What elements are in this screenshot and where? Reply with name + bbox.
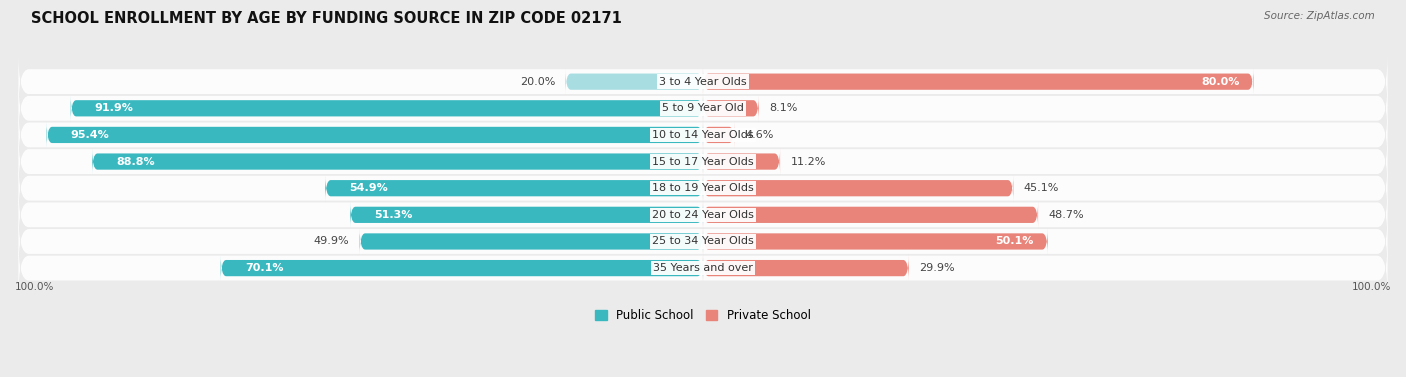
- FancyBboxPatch shape: [703, 255, 908, 281]
- Text: 70.1%: 70.1%: [245, 263, 283, 273]
- FancyBboxPatch shape: [703, 202, 1038, 228]
- Text: 88.8%: 88.8%: [117, 156, 155, 167]
- FancyBboxPatch shape: [703, 69, 1253, 95]
- Text: 100.0%: 100.0%: [1351, 282, 1391, 292]
- Text: 10 to 14 Year Olds: 10 to 14 Year Olds: [652, 130, 754, 140]
- FancyBboxPatch shape: [18, 214, 1388, 269]
- Text: 48.7%: 48.7%: [1049, 210, 1084, 220]
- FancyBboxPatch shape: [18, 241, 1388, 296]
- FancyBboxPatch shape: [703, 95, 759, 121]
- Text: 18 to 19 Year Olds: 18 to 19 Year Olds: [652, 183, 754, 193]
- Text: 45.1%: 45.1%: [1024, 183, 1059, 193]
- FancyBboxPatch shape: [18, 187, 1388, 242]
- Text: 5 to 9 Year Old: 5 to 9 Year Old: [662, 103, 744, 113]
- FancyBboxPatch shape: [18, 54, 1388, 109]
- FancyBboxPatch shape: [325, 175, 703, 201]
- FancyBboxPatch shape: [221, 255, 703, 281]
- FancyBboxPatch shape: [18, 81, 1388, 136]
- Text: 51.3%: 51.3%: [374, 210, 412, 220]
- Text: 50.1%: 50.1%: [995, 236, 1033, 247]
- FancyBboxPatch shape: [703, 149, 780, 175]
- FancyBboxPatch shape: [18, 161, 1388, 216]
- Text: SCHOOL ENROLLMENT BY AGE BY FUNDING SOURCE IN ZIP CODE 02171: SCHOOL ENROLLMENT BY AGE BY FUNDING SOUR…: [31, 11, 621, 26]
- FancyBboxPatch shape: [703, 228, 1047, 254]
- FancyBboxPatch shape: [703, 175, 1014, 201]
- FancyBboxPatch shape: [91, 149, 703, 175]
- FancyBboxPatch shape: [703, 122, 735, 148]
- Text: 35 Years and over: 35 Years and over: [652, 263, 754, 273]
- Legend: Public School, Private School: Public School, Private School: [595, 310, 811, 322]
- Text: 20.0%: 20.0%: [520, 77, 555, 87]
- FancyBboxPatch shape: [70, 95, 703, 121]
- Text: 100.0%: 100.0%: [15, 282, 55, 292]
- Text: 4.6%: 4.6%: [745, 130, 773, 140]
- Text: 54.9%: 54.9%: [349, 183, 388, 193]
- Text: Source: ZipAtlas.com: Source: ZipAtlas.com: [1264, 11, 1375, 21]
- FancyBboxPatch shape: [350, 202, 703, 228]
- Text: 15 to 17 Year Olds: 15 to 17 Year Olds: [652, 156, 754, 167]
- FancyBboxPatch shape: [18, 134, 1388, 189]
- Text: 49.9%: 49.9%: [314, 236, 349, 247]
- FancyBboxPatch shape: [565, 69, 703, 95]
- Text: 29.9%: 29.9%: [920, 263, 955, 273]
- Text: 25 to 34 Year Olds: 25 to 34 Year Olds: [652, 236, 754, 247]
- Text: 20 to 24 Year Olds: 20 to 24 Year Olds: [652, 210, 754, 220]
- FancyBboxPatch shape: [46, 122, 703, 148]
- FancyBboxPatch shape: [18, 107, 1388, 162]
- Text: 91.9%: 91.9%: [94, 103, 134, 113]
- FancyBboxPatch shape: [360, 228, 703, 254]
- Text: 8.1%: 8.1%: [769, 103, 797, 113]
- Text: 95.4%: 95.4%: [70, 130, 110, 140]
- Text: 3 to 4 Year Olds: 3 to 4 Year Olds: [659, 77, 747, 87]
- Text: 11.2%: 11.2%: [790, 156, 825, 167]
- Text: 80.0%: 80.0%: [1201, 77, 1240, 87]
